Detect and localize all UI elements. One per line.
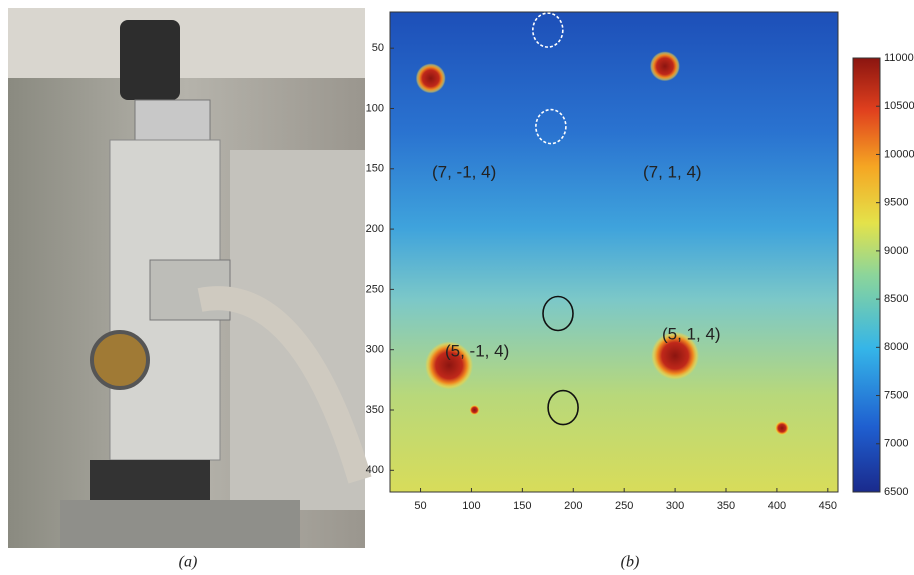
bragg-spot — [649, 51, 680, 82]
bragg-spot — [469, 404, 480, 415]
colorbar-tick-label: 8500 — [884, 293, 908, 305]
x-tick-label: 400 — [768, 500, 786, 512]
bragg-spot — [425, 341, 474, 390]
x-tick-label: 100 — [462, 500, 480, 512]
y-tick-label: 400 — [366, 464, 384, 476]
y-tick-label: 50 — [372, 42, 384, 54]
annotation: (5, 1, 4) — [662, 324, 721, 343]
bragg-spot — [775, 421, 789, 436]
x-tick-label: 50 — [414, 500, 426, 512]
caption: (b) — [621, 554, 640, 571]
annotation: (7, 1, 4) — [643, 162, 702, 181]
y-tick-label: 350 — [366, 404, 384, 416]
x-tick-label: 450 — [819, 500, 837, 512]
heatmap — [390, 12, 838, 492]
colorbar — [852, 57, 881, 493]
annotation: (5, -1, 4) — [445, 341, 509, 360]
x-tick-label: 250 — [615, 500, 633, 512]
y-tick-label: 250 — [366, 283, 384, 295]
y-tick-label: 300 — [366, 344, 384, 356]
colorbar-tick-label: 7500 — [884, 389, 908, 401]
y-tick-label: 200 — [366, 223, 384, 235]
colorbar-tick-label: 6500 — [884, 486, 908, 498]
x-tick-label: 150 — [513, 500, 531, 512]
colorbar-tick-label: 9500 — [884, 197, 908, 209]
colorbar-tick-label: 8000 — [884, 341, 908, 353]
caption: (a) — [179, 554, 198, 571]
marker-ring — [542, 295, 574, 332]
y-tick-label: 100 — [366, 102, 384, 114]
marker-ring — [535, 108, 567, 145]
marker-ring — [547, 389, 579, 426]
plot-frame — [389, 11, 839, 493]
bragg-spot — [415, 63, 446, 94]
colorbar-tick-label: 10000 — [884, 148, 914, 160]
y-tick-label: 150 — [366, 163, 384, 175]
colorbar-tick-label: 7000 — [884, 438, 908, 450]
x-tick-label: 200 — [564, 500, 582, 512]
annotation: (7, -1, 4) — [432, 162, 496, 181]
bragg-spot — [651, 331, 700, 380]
colorbar-tick-label: 9000 — [884, 245, 908, 257]
x-tick-label: 300 — [666, 500, 684, 512]
x-tick-label: 350 — [717, 500, 735, 512]
colorbar-tick-label: 10500 — [884, 100, 914, 112]
photo — [8, 8, 372, 548]
colorbar-tick-label: 11000 — [884, 52, 914, 64]
